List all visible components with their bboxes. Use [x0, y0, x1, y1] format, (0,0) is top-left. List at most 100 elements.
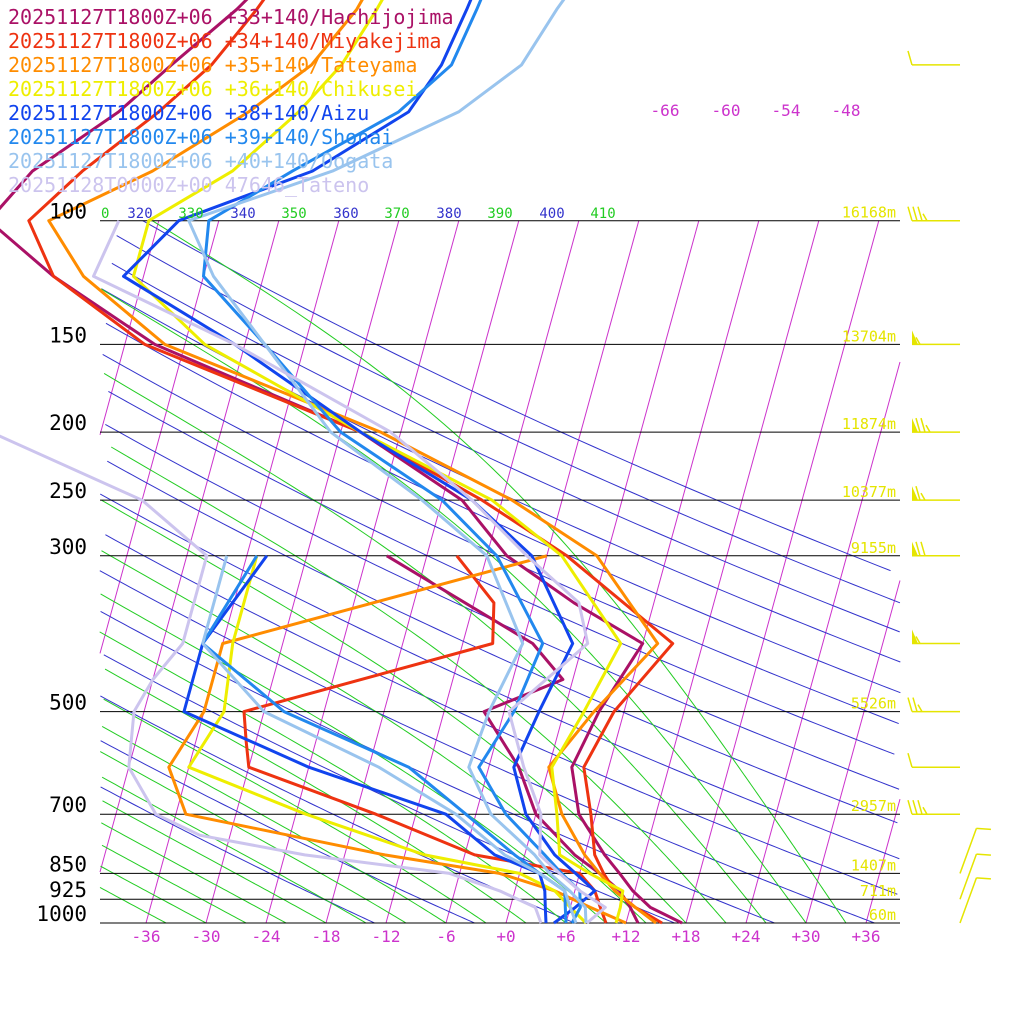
temperature-tick-label: +24 — [732, 927, 761, 946]
upper-temperature-label: -66 — [651, 101, 680, 120]
temperature-tick-label: +0 — [496, 927, 515, 946]
sounding-dewpoint-line — [187, 555, 588, 925]
temperature-tick-label: +30 — [792, 927, 821, 946]
sounding-temperature-line — [187, 0, 588, 924]
wind-barb — [907, 697, 960, 713]
legend: 20251127T1800Z+06 +33+140/Hachijojima 202… — [8, 5, 454, 197]
wind-barb — [907, 50, 960, 66]
geopotential-height-label: 2957m — [851, 797, 896, 815]
temperature-tick-label: -18 — [312, 927, 341, 946]
sounding-temperature-line — [122, 0, 597, 925]
temperature-tick-label: +12 — [612, 927, 641, 946]
temperature-tick-label: +6 — [556, 927, 575, 946]
pressure-tick-label: 150 — [49, 323, 87, 347]
adiabat-label: 410 — [590, 206, 615, 222]
adiabat-label: 320 — [127, 206, 152, 222]
temperature-tick-label: +18 — [672, 927, 701, 946]
dry-adiabat — [107, 460, 898, 824]
adiabat-label: 370 — [384, 206, 409, 222]
moist-adiabat — [101, 844, 247, 924]
adiabat-label: 400 — [539, 206, 564, 222]
isotherm-line — [865, 799, 901, 924]
wind-barb — [912, 629, 960, 645]
dry-adiabat — [100, 610, 775, 924]
isotherm-line — [99, 220, 220, 654]
upper-temperature-label: -54 — [772, 101, 801, 120]
dry-adiabat — [142, 220, 891, 572]
adiabat-label: 380 — [436, 206, 461, 222]
temperature-tick-label: -12 — [372, 927, 401, 946]
isotherm-line — [265, 220, 460, 924]
isotherm-line — [145, 220, 340, 924]
upper-temperature-label: -60 — [712, 101, 741, 120]
wind-barb — [912, 330, 960, 346]
geopotential-height-label: 711m — [860, 882, 896, 900]
geopotential-height-label: 16168m — [842, 204, 896, 222]
pressure-tick-label: 500 — [49, 691, 87, 715]
isotherm-line — [805, 580, 901, 924]
sounding-dewpoint-line — [201, 555, 578, 924]
isotherm-line — [205, 220, 400, 924]
moist-adiabat — [99, 887, 167, 924]
moist-adiabat — [110, 446, 727, 924]
sounding-dewpoint-line — [182, 554, 548, 924]
moist-adiabat — [99, 631, 567, 924]
wind-barb — [907, 752, 960, 768]
sounding-dewpoint-line — [167, 554, 627, 925]
pressure-tick-label: 1000 — [36, 902, 87, 926]
legend-entry: 20251127T1800Z+06 +35+140/Tateyama — [8, 53, 417, 77]
pressure-tick-label: 300 — [49, 535, 87, 559]
temperature-tick-label: -6 — [436, 927, 455, 946]
geopotential-height-label: 1407m — [851, 856, 896, 874]
sounding-temperature-line — [202, 0, 582, 924]
pressure-gridlines — [100, 220, 900, 924]
sounding-temperature-line — [47, 0, 660, 925]
moist-adiabat — [104, 668, 527, 924]
moist-adiabat — [101, 776, 367, 924]
dry-adiabat — [116, 235, 901, 604]
wind-barb — [912, 417, 960, 433]
temperature-tick-label: -30 — [192, 927, 221, 946]
wind-barb — [959, 877, 991, 924]
wind-barb — [912, 541, 960, 557]
isotherm-line — [685, 220, 880, 924]
wind-barb — [912, 485, 960, 501]
pressure-tick-label: 925 — [49, 878, 87, 902]
dry-adiabat — [105, 322, 901, 694]
wind-barb — [959, 853, 991, 900]
legend-entry: 20251127T1800Z+06 +38+140/Aizu — [8, 101, 369, 125]
wind-barb — [907, 206, 960, 222]
adiabat-label: 0 — [101, 206, 109, 222]
moist-adiabat — [103, 373, 767, 924]
adiabat-label: 350 — [281, 206, 306, 222]
pressure-tick-label: 100 — [49, 200, 87, 224]
adiabat-label: 390 — [487, 206, 512, 222]
sounding-dewpoint-line — [0, 434, 543, 924]
legend-entry: 20251127T1800Z+06 +40+140/Oogata — [8, 149, 393, 173]
pressure-tick-label: 250 — [49, 479, 87, 503]
dry-adiabat — [105, 423, 900, 790]
upper-temperature-label: -48 — [832, 101, 861, 120]
adiabat-label: 360 — [333, 206, 358, 222]
moist-adiabat — [103, 698, 487, 924]
sounding-temperature-line — [0, 0, 683, 925]
moist-adiabat — [101, 550, 647, 924]
pressure-tick-label: 700 — [49, 793, 87, 817]
wind-barb — [907, 800, 960, 815]
dry-adiabat — [100, 493, 900, 860]
geopotential-height-label: 60m — [869, 906, 896, 924]
moist-adiabat — [100, 288, 807, 924]
adiabat-label: 330 — [178, 206, 203, 222]
isotherm-line — [565, 220, 760, 924]
geopotential-height-label: 13704m — [842, 327, 896, 345]
dry-adiabat — [103, 654, 675, 924]
legend-entry: 20251127T1800Z+06 +33+140/Hachijojima — [8, 5, 454, 29]
geopotential-height-label: 9155m — [851, 539, 896, 557]
sounding-dewpoint-line — [201, 555, 568, 924]
pressure-tick-label: 200 — [49, 411, 87, 435]
isotherm-lines — [99, 220, 901, 924]
temperature-tick-label: +36 — [852, 927, 881, 946]
legend-entry: 20251127T1800Z+06 +39+140/Shonai — [8, 125, 393, 149]
